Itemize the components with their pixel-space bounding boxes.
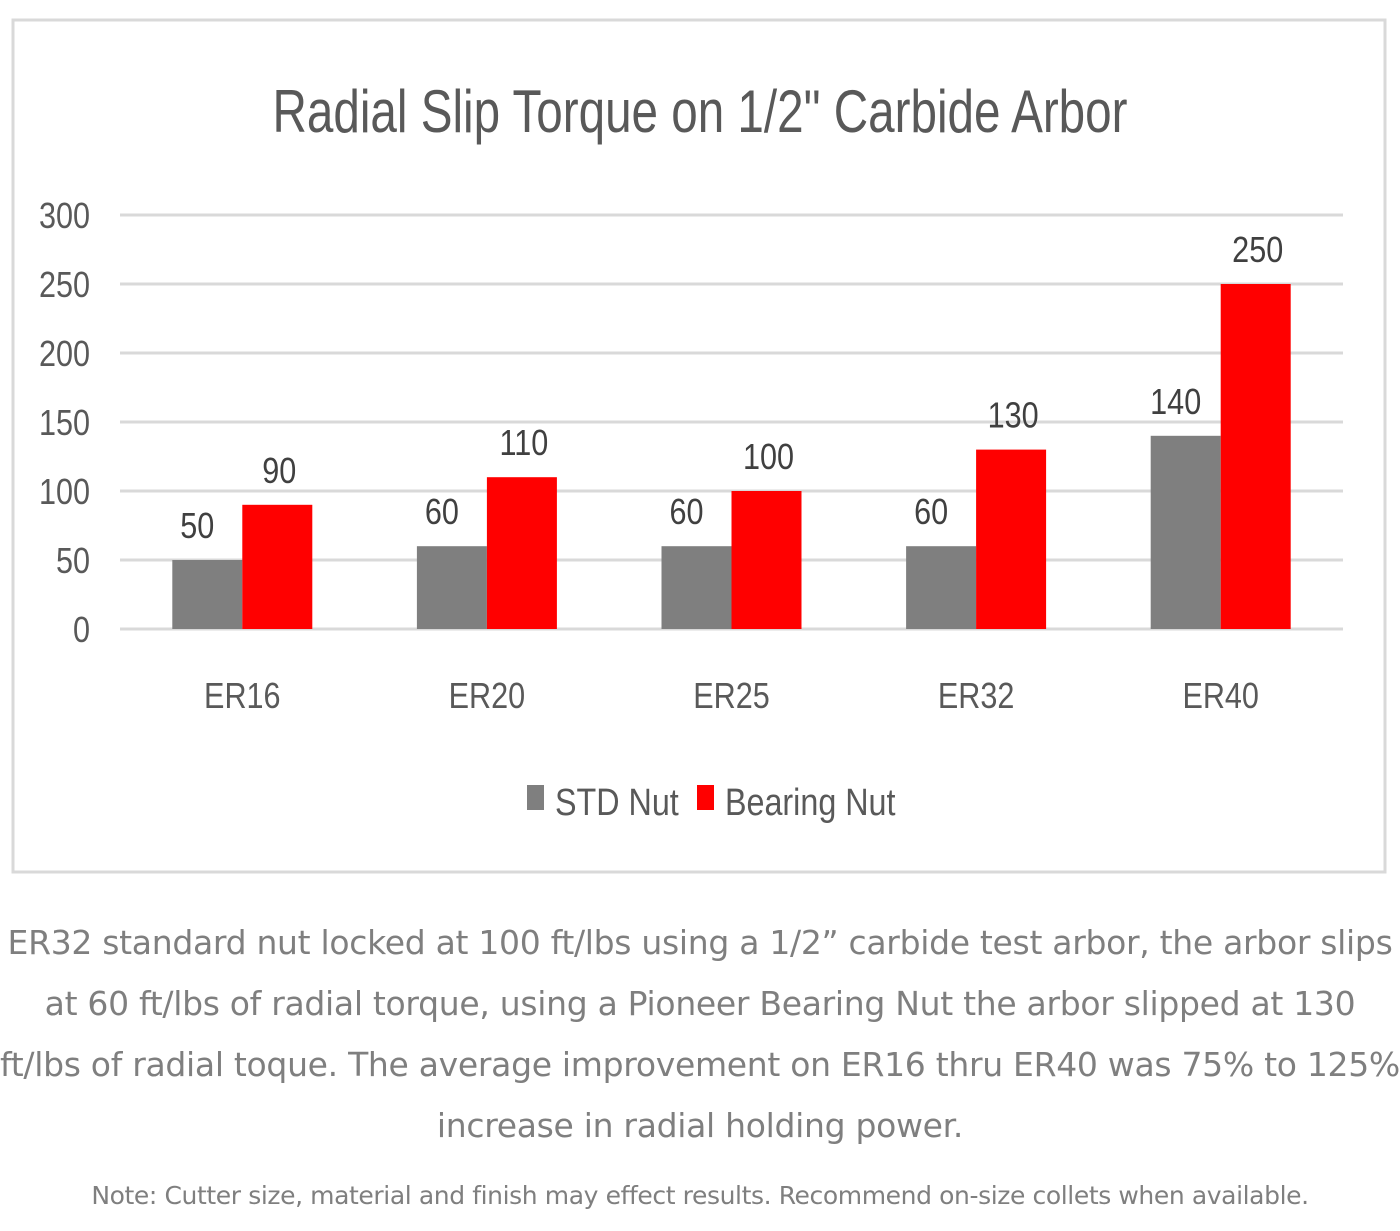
bar-bearing-nut: [486, 477, 557, 629]
bar-std-nut: [172, 560, 243, 629]
data-label: 250: [1232, 231, 1283, 271]
data-label: 60: [669, 493, 703, 533]
bar-std-nut: [661, 546, 732, 629]
x-tick-label: ER25: [693, 677, 770, 717]
y-tick-label: 100: [39, 473, 90, 513]
bar-bearing-nut: [242, 504, 313, 629]
data-label: 60: [425, 493, 459, 533]
data-label: 60: [914, 493, 948, 533]
caption-body: ER32 standard nut locked at 100 ft/lbs u…: [0, 923, 1400, 1145]
legend-label: STD Nut: [555, 782, 679, 824]
bar-chart: Radial Slip Torque on 1/2" Carbide Arbor…: [11, 18, 1387, 874]
x-tick-label: ER32: [938, 677, 1015, 717]
legend-label: Bearing Nut: [725, 782, 896, 824]
bar-std-nut: [906, 546, 977, 629]
data-label: 100: [743, 438, 794, 478]
y-tick-label: 150: [39, 404, 90, 444]
data-label: 110: [500, 424, 549, 464]
data-label: 140: [1150, 383, 1201, 423]
y-tick-label: 250: [39, 266, 90, 306]
legend-swatch: [527, 785, 544, 810]
y-tick-label: 200: [39, 335, 90, 375]
x-tick-label: ER16: [204, 677, 281, 717]
data-label: 130: [988, 396, 1039, 436]
legend-swatch: [697, 785, 714, 810]
bar-std-nut: [1150, 435, 1221, 629]
bar-bearing-nut: [976, 449, 1047, 629]
data-label: 50: [180, 507, 214, 547]
data-label: 90: [262, 452, 296, 492]
x-tick-label: ER40: [1182, 677, 1259, 717]
y-tick-label: 50: [56, 542, 90, 582]
y-tick-label: 300: [39, 197, 90, 237]
x-tick-label: ER20: [449, 677, 526, 717]
bar-std-nut: [416, 546, 487, 629]
bar-bearing-nut: [1220, 284, 1291, 629]
caption-note: Note: Cutter size, material and finish m…: [91, 1181, 1309, 1210]
y-tick-label: 0: [73, 611, 90, 651]
chart-title: Radial Slip Torque on 1/2" Carbide Arbor: [273, 78, 1128, 145]
bar-bearing-nut: [731, 491, 802, 629]
